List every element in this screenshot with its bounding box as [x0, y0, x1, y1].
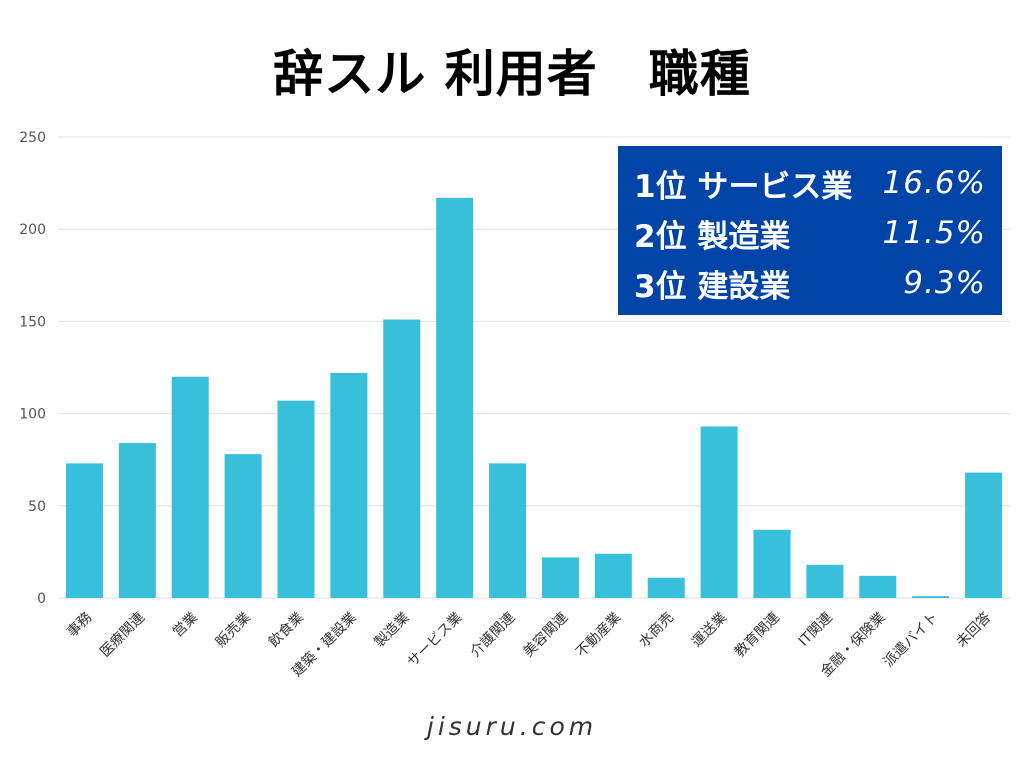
- y-tick-label: 50: [28, 499, 46, 515]
- x-tick-label: 製造業: [372, 610, 413, 651]
- site-footer: jisuru.com: [426, 712, 598, 741]
- summary-percent: 9.3%: [903, 265, 986, 301]
- bar-5: [330, 373, 368, 598]
- summary-rank: 3位: [634, 268, 687, 305]
- x-tick-label: 事務: [64, 610, 95, 641]
- y-tick-label: 150: [19, 314, 46, 330]
- bar-9: [541, 557, 579, 598]
- y-tick-label: 100: [19, 407, 46, 423]
- bar-14: [806, 564, 844, 598]
- top3-summary-box: 1位 サービス業 16.6% 2位 製造業 11.5% 3位 建設業 9.3%: [618, 146, 1002, 315]
- summary-percent: 11.5%: [882, 215, 986, 251]
- y-tick-label: 250: [19, 130, 46, 146]
- summary-rank: 1位: [634, 168, 687, 205]
- summary-percent: 16.6%: [882, 165, 986, 201]
- bar-11: [647, 577, 685, 598]
- bar-7: [436, 197, 474, 599]
- bar-3: [224, 454, 262, 598]
- bar-2: [171, 376, 209, 598]
- x-tick-label: 飲食業: [265, 609, 307, 651]
- bar-16: [912, 596, 950, 598]
- x-tick-label: 派遣バイト: [881, 610, 942, 671]
- bar-12: [700, 426, 738, 598]
- summary-job: サービス業: [697, 168, 853, 205]
- bar-15: [859, 575, 897, 598]
- y-tick-label: 200: [19, 222, 46, 238]
- x-tick-label: 運送業: [689, 610, 730, 651]
- bar-0: [65, 463, 103, 598]
- bar-6: [383, 319, 421, 598]
- y-axis-ticks: 0 50 100 150 200 250: [19, 130, 46, 607]
- x-tick-label: 教育関連: [732, 610, 783, 661]
- x-tick-label: IT関連: [796, 610, 836, 650]
- summary-rank-job: 1位 サービス業: [634, 161, 852, 206]
- x-tick-label: 販売業: [213, 610, 254, 651]
- summary-rank-job: 3位 建設業: [634, 261, 790, 306]
- bar-17: [965, 472, 1003, 598]
- bar-1: [118, 443, 156, 598]
- summary-rank: 2位: [634, 218, 687, 255]
- x-tick-label: 医療関連: [97, 609, 149, 661]
- x-tick-label: 不動産業: [573, 610, 624, 661]
- bar-13: [753, 529, 791, 598]
- summary-job: 製造業: [697, 218, 791, 255]
- summary-job: 建設業: [697, 268, 791, 305]
- summary-row: 3位 建設業 9.3%: [634, 258, 986, 308]
- x-tick-label: 美容関連: [520, 609, 572, 661]
- summary-row: 1位 サービス業 16.6%: [634, 158, 986, 208]
- y-tick-label: 0: [37, 591, 46, 607]
- summary-row: 2位 製造業 11.5%: [634, 208, 986, 258]
- summary-rank-job: 2位 製造業: [634, 211, 790, 256]
- x-tick-label: 未回答: [953, 609, 995, 651]
- x-tick-label: 水商売: [636, 610, 677, 651]
- bar-4: [277, 400, 315, 598]
- x-tick-label: 介護関連: [467, 610, 518, 661]
- x-tick-label: サービス業: [405, 610, 466, 671]
- x-tick-label: 営業: [170, 610, 201, 641]
- bar-10: [594, 553, 632, 598]
- bar-8: [489, 463, 527, 598]
- chart-title: 辞スル 利用者 職種: [273, 45, 751, 103]
- bars: [65, 197, 1003, 599]
